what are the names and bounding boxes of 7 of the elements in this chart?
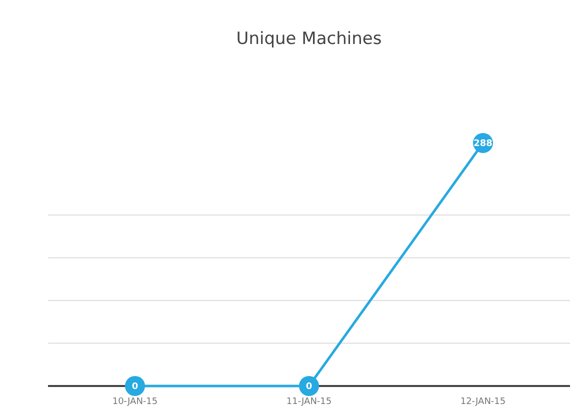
data-label: 0 — [132, 382, 138, 392]
data-label: 0 — [306, 382, 312, 392]
x-tick-label: 10-JAN-15 — [112, 397, 158, 407]
x-tick-label: 12-JAN-15 — [460, 397, 506, 407]
data-label: 288 — [474, 139, 492, 150]
x-tick-label: 11-JAN-15 — [286, 397, 332, 407]
chart-title: Unique Machines — [236, 29, 382, 49]
